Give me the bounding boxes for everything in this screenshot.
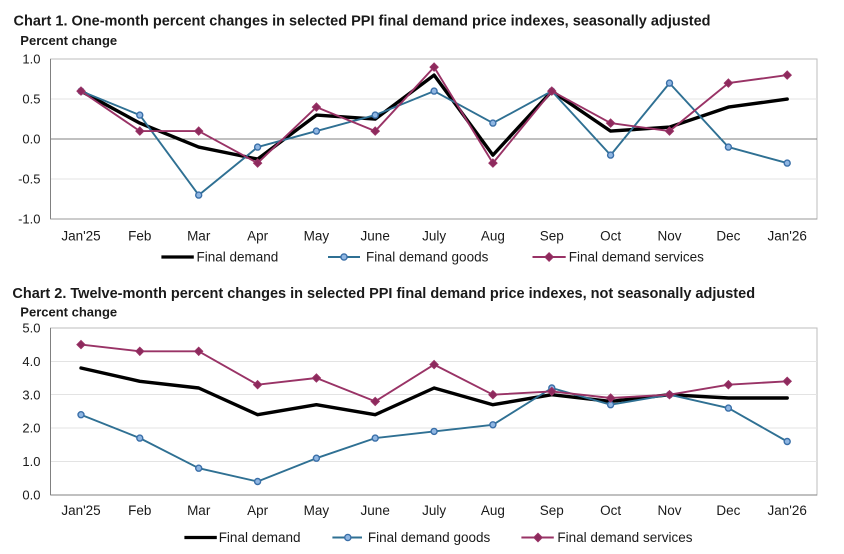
svg-text:4.0: 4.0 — [22, 354, 40, 369]
svg-text:Final demand: Final demand — [219, 530, 301, 545]
svg-text:May: May — [304, 503, 330, 518]
svg-text:Aug: Aug — [481, 229, 505, 244]
svg-text:Mar: Mar — [187, 503, 211, 518]
svg-text:July: July — [422, 229, 446, 244]
svg-text:Sep: Sep — [540, 503, 564, 518]
svg-text:5.0: 5.0 — [22, 321, 40, 336]
svg-text:Final demand services: Final demand services — [569, 250, 704, 265]
svg-text:Chart 1. One-month percent cha: Chart 1. One-month percent changes in se… — [14, 13, 711, 29]
svg-text:May: May — [304, 229, 330, 244]
svg-text:0.5: 0.5 — [22, 92, 40, 107]
svg-text:Sep: Sep — [540, 229, 564, 244]
svg-text:3.0: 3.0 — [22, 387, 40, 402]
svg-text:1.0: 1.0 — [22, 52, 40, 67]
svg-text:Apr: Apr — [247, 503, 269, 518]
svg-text:Jan'26: Jan'26 — [768, 229, 807, 244]
svg-text:Mar: Mar — [187, 229, 211, 244]
svg-text:Feb: Feb — [128, 229, 151, 244]
svg-text:Chart 2. Twelve-month percent: Chart 2. Twelve-month percent changes in… — [12, 286, 755, 302]
svg-text:-0.5: -0.5 — [18, 172, 40, 187]
svg-text:Oct: Oct — [600, 503, 621, 518]
svg-text:Percent change: Percent change — [20, 305, 117, 320]
svg-text:Final demand goods: Final demand goods — [368, 530, 491, 545]
svg-text:July: July — [422, 503, 446, 518]
svg-text:June: June — [361, 229, 390, 244]
svg-text:1.0: 1.0 — [22, 454, 40, 469]
svg-text:Jan'25: Jan'25 — [61, 503, 100, 518]
svg-text:Apr: Apr — [247, 229, 269, 244]
svg-text:Nov: Nov — [657, 503, 681, 518]
svg-text:Final demand services: Final demand services — [557, 530, 692, 545]
svg-text:Jan'26: Jan'26 — [768, 503, 807, 518]
svg-text:Jan'25: Jan'25 — [61, 229, 100, 244]
svg-text:0.0: 0.0 — [22, 132, 40, 147]
svg-text:Percent change: Percent change — [20, 33, 117, 48]
svg-text:June: June — [361, 503, 390, 518]
svg-text:Nov: Nov — [657, 229, 681, 244]
svg-text:Dec: Dec — [716, 503, 740, 518]
svg-text:Aug: Aug — [481, 503, 505, 518]
svg-text:Final demand: Final demand — [197, 250, 279, 265]
svg-text:2.0: 2.0 — [22, 421, 40, 436]
svg-text:Final demand goods: Final demand goods — [366, 250, 489, 265]
svg-text:0.0: 0.0 — [22, 488, 40, 503]
svg-text:Feb: Feb — [128, 503, 151, 518]
svg-text:-1.0: -1.0 — [18, 212, 40, 227]
svg-text:Dec: Dec — [716, 229, 740, 244]
svg-text:Oct: Oct — [600, 229, 621, 244]
